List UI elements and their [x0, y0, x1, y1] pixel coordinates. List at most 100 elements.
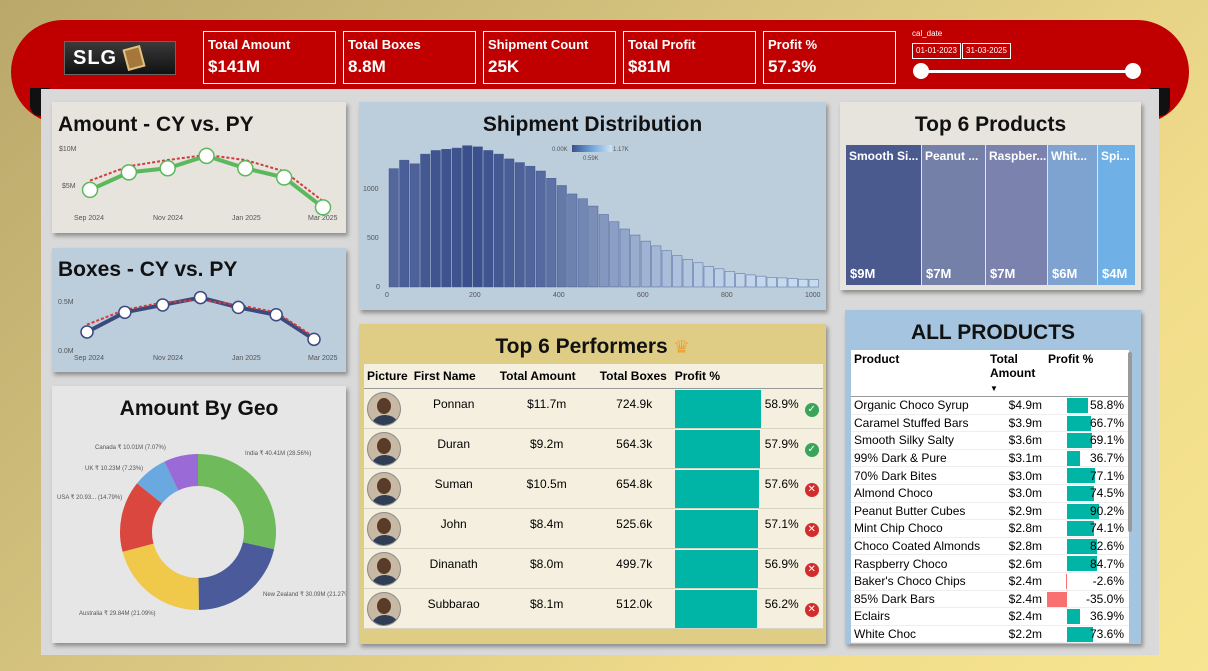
picture-cell [364, 468, 411, 509]
profit-bar [674, 469, 759, 508]
table-row[interactable]: Smooth Silky Salty $3.6m 69.1% [851, 431, 1129, 450]
col-header[interactable]: Total Amount [496, 364, 597, 389]
x-tick: 0 [385, 292, 389, 299]
donut-slice-australia [122, 543, 199, 610]
treemap-tile[interactable]: Smooth Si... $9M [846, 145, 921, 285]
table-row[interactable]: Ponnan $11.7m 724.9k 58.9% ✓ [364, 388, 823, 429]
treemap-tile[interactable]: Spi... $4M [1098, 145, 1135, 285]
col-header[interactable]: First Name [410, 364, 497, 389]
amount-cell: $2.4m [987, 590, 1045, 609]
histogram-bar [588, 205, 599, 288]
profit-value: 57.1% [764, 516, 799, 531]
table-row[interactable]: Choco Coated Almonds $2.8m 82.6% [851, 537, 1129, 556]
scrollbar[interactable] [1128, 352, 1132, 532]
table-row[interactable]: Raspberry Choco $2.6m 84.7% [851, 554, 1129, 573]
x-tick: Jan 2025 [232, 355, 261, 362]
histogram-bar [577, 198, 588, 288]
x-tick: 1000 [805, 292, 821, 299]
table-row[interactable]: Peanut Butter Cubes $2.9m 90.2% [851, 502, 1129, 521]
slice-label: Australia ₹ 29.84M (21.09%) [79, 610, 156, 617]
histogram-bar [546, 178, 557, 288]
card-title: Top 6 Performers ♛ [359, 335, 826, 359]
col-header[interactable]: Product [851, 350, 987, 397]
date-slider-start-handle[interactable] [913, 63, 929, 79]
col-header[interactable]: Total Amount ▼ [987, 350, 1045, 397]
date-end-input[interactable]: 31-03-2025 [962, 43, 1011, 59]
table-row[interactable]: Eclairs $2.4m 36.9% [851, 607, 1129, 626]
cy-data-point [155, 298, 170, 312]
product-cell: Baker's Choco Chips [851, 572, 987, 591]
product-cell: 70% Dark Bites [851, 466, 987, 485]
table-row[interactable]: Almond Choco $3.0m 74.5% [851, 484, 1129, 503]
table-row[interactable]: Mint Chip Choco $2.8m 74.1% [851, 519, 1129, 538]
y-tick: 0.5M [58, 299, 74, 306]
date-slider-track[interactable] [920, 70, 1134, 73]
histogram-bar [441, 149, 452, 288]
table-row[interactable]: Suman $10.5m 654.8k 57.6% ✕ [364, 468, 823, 509]
profit-bar [674, 389, 761, 428]
profit-cell: 57.9% ✓ [671, 428, 823, 469]
table-row[interactable]: Dinanath $8.0m 499.7k 56.9% ✕ [364, 548, 823, 589]
treemap-tile[interactable]: Peanut ... $7M [922, 145, 985, 285]
histogram-bar [693, 262, 704, 288]
y-tick: 0 [376, 284, 380, 291]
date-start-input[interactable]: 01-01-2023 [912, 43, 961, 59]
donut-slice-new-zealand [198, 542, 275, 610]
x-tick: Mar 2025 [308, 215, 338, 222]
profit-value: 90.2% [1089, 503, 1124, 518]
tile-value: $7M [926, 266, 952, 281]
card-title: Shipment Distribution [482, 113, 703, 136]
boxes-cell: 499.7k [596, 548, 672, 589]
profit-value: -35.0% [1085, 591, 1124, 606]
table-row[interactable]: Organic Choco Syrup $4.9m 58.8% [851, 396, 1129, 415]
slice-label: Canada ₹ 10.01M (7.07%) [95, 444, 166, 451]
table-row[interactable]: Duran $9.2m 564.3k 57.9% ✓ [364, 428, 823, 469]
histogram-bar [703, 266, 714, 288]
donut-slice-india [198, 454, 276, 550]
cy-data-point [314, 199, 332, 216]
product-cell: Peanut Butter Cubes [851, 502, 987, 521]
amount-cell: $2.4m [987, 607, 1045, 626]
treemap-tile[interactable]: Whit... $6M [1048, 145, 1097, 285]
profit-cell: 74.1% [1045, 519, 1129, 538]
table-row[interactable]: Subbarao $8.1m 512.0k 56.2% ✕ [364, 588, 823, 629]
histogram-bar [682, 259, 693, 288]
avatar [367, 391, 401, 426]
table-row[interactable]: 99% Dark & Pure $3.1m 36.7% [851, 449, 1129, 468]
cy-data-point [81, 181, 99, 199]
kpi-label: Profit % [768, 37, 818, 52]
col-header[interactable]: Profit % [1045, 350, 1129, 397]
profit-cell: 58.8% [1045, 396, 1129, 415]
col-header[interactable]: Profit % [671, 364, 823, 389]
slice-label: UK ₹ 10.23M (7.23%) [85, 465, 143, 472]
amount-cell: $8.4m [496, 508, 597, 549]
table-row[interactable]: 70% Dark Bites $3.0m 77.1% [851, 466, 1129, 485]
table-row[interactable]: Baker's Choco Chips $2.4m -2.6% [851, 572, 1129, 591]
histogram-bar [598, 214, 609, 288]
tile-value: $4M [1102, 266, 1128, 281]
x-tick: Jan 2025 [232, 215, 261, 222]
profit-value: 36.9% [1089, 609, 1124, 624]
profit-cell: -2.6% [1045, 572, 1129, 591]
amount-cell: $3.1m [987, 449, 1045, 468]
amount-cell: $11.7m [496, 388, 597, 429]
table-row[interactable]: White Choc $2.2m 73.6% [851, 625, 1129, 644]
col-header[interactable]: Picture [364, 364, 411, 389]
table-row[interactable]: 85% Dark Bars $2.4m -35.0% [851, 590, 1129, 609]
legend-max: 1.17K [613, 147, 629, 153]
col-header[interactable]: Total Boxes [596, 364, 672, 389]
product-cell: Almond Choco [851, 484, 987, 503]
profit-bar [1067, 556, 1098, 572]
avatar [367, 471, 401, 506]
date-slider-end-handle[interactable] [1125, 63, 1141, 79]
boxes-cell: 654.8k [596, 468, 672, 509]
x-tick: Sep 2024 [74, 355, 104, 362]
kpi-value: 57.3% [768, 57, 817, 76]
product-cell: Caramel Stuffed Bars [851, 414, 987, 433]
histogram-bar [798, 278, 809, 288]
amount-cell: $2.2m [987, 625, 1045, 644]
treemap-tile[interactable]: Raspber... $7M [986, 145, 1047, 285]
table-row[interactable]: John $8.4m 525.6k 57.1% ✕ [364, 508, 823, 549]
profit-value: 66.7% [1089, 415, 1124, 430]
table-row[interactable]: Caramel Stuffed Bars $3.9m 66.7% [851, 414, 1129, 433]
